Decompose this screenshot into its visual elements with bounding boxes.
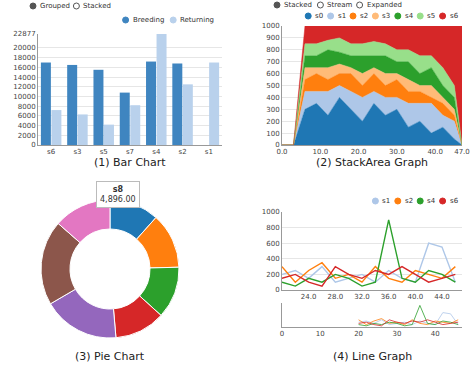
svg-text:0: 0 bbox=[280, 330, 284, 338]
svg-text:30: 30 bbox=[392, 330, 401, 338]
svg-text:s2: s2 bbox=[179, 148, 187, 156]
svg-text:s6: s6 bbox=[47, 148, 56, 156]
svg-text:0: 0 bbox=[31, 141, 35, 149]
svg-text:100: 100 bbox=[266, 130, 279, 138]
svg-text:s3: s3 bbox=[382, 12, 390, 20]
svg-text:8000: 8000 bbox=[18, 103, 36, 111]
svg-text:s1: s1 bbox=[338, 12, 346, 20]
svg-text:40: 40 bbox=[431, 330, 440, 338]
svg-text:900: 900 bbox=[266, 34, 279, 42]
svg-text:36.0: 36.0 bbox=[381, 293, 397, 301]
svg-text:300: 300 bbox=[266, 106, 279, 114]
svg-text:600: 600 bbox=[266, 70, 279, 78]
svg-text:47.0: 47.0 bbox=[454, 148, 470, 156]
svg-text:s5: s5 bbox=[100, 148, 108, 156]
svg-text:s2: s2 bbox=[405, 197, 413, 205]
svg-text:1000: 1000 bbox=[262, 22, 280, 30]
svg-text:400: 400 bbox=[266, 94, 279, 102]
svg-text:s1: s1 bbox=[205, 148, 213, 156]
svg-text:s4: s4 bbox=[427, 197, 436, 205]
svg-text:s6: s6 bbox=[450, 12, 459, 20]
svg-text:20: 20 bbox=[354, 330, 363, 338]
svg-text:6000: 6000 bbox=[18, 112, 36, 120]
svg-text:(4) Line Graph: (4) Line Graph bbox=[333, 350, 412, 363]
svg-text:Expanded: Expanded bbox=[367, 1, 402, 9]
svg-text:12000: 12000 bbox=[13, 83, 35, 91]
svg-text:0.0: 0.0 bbox=[276, 148, 287, 156]
svg-text:40.0: 40.0 bbox=[408, 293, 424, 301]
svg-text:44.0: 44.0 bbox=[434, 293, 450, 301]
svg-text:500: 500 bbox=[266, 82, 279, 90]
svg-text:20000: 20000 bbox=[13, 44, 35, 52]
svg-text:s4: s4 bbox=[152, 148, 161, 156]
svg-text:22877: 22877 bbox=[13, 30, 35, 38]
svg-text:s3: s3 bbox=[73, 148, 81, 156]
svg-text:30.0: 30.0 bbox=[389, 148, 405, 156]
svg-text:Stacked: Stacked bbox=[83, 2, 111, 10]
svg-text:s0: s0 bbox=[315, 12, 323, 20]
svg-text:s1: s1 bbox=[382, 197, 390, 205]
svg-text:s5: s5 bbox=[427, 12, 435, 20]
svg-text:Stacked: Stacked bbox=[284, 1, 312, 9]
svg-text:2000: 2000 bbox=[18, 132, 36, 140]
svg-text:10: 10 bbox=[316, 330, 325, 338]
svg-text:10000: 10000 bbox=[13, 93, 35, 101]
svg-text:10.0: 10.0 bbox=[313, 148, 329, 156]
svg-text:s84,896.00: s84,896.00 bbox=[100, 185, 136, 204]
svg-text:18000: 18000 bbox=[13, 54, 35, 62]
svg-text:0: 0 bbox=[275, 286, 279, 294]
svg-text:s6: s6 bbox=[450, 197, 459, 205]
svg-text:0: 0 bbox=[275, 141, 279, 149]
svg-text:16000: 16000 bbox=[13, 64, 35, 72]
svg-text:200: 200 bbox=[266, 118, 279, 126]
svg-text:(3) Pie Chart: (3) Pie Chart bbox=[75, 350, 145, 363]
svg-text:200: 200 bbox=[266, 271, 279, 279]
svg-text:14000: 14000 bbox=[13, 74, 35, 82]
svg-text:Breeding: Breeding bbox=[133, 16, 164, 24]
svg-text:s4: s4 bbox=[405, 12, 414, 20]
svg-text:1000: 1000 bbox=[262, 208, 280, 216]
svg-text:800: 800 bbox=[266, 46, 279, 54]
svg-text:Grouped: Grouped bbox=[40, 2, 70, 10]
svg-text:800: 800 bbox=[266, 224, 279, 232]
svg-text:400: 400 bbox=[266, 255, 279, 263]
svg-text:28.0: 28.0 bbox=[328, 293, 344, 301]
svg-text:4000: 4000 bbox=[18, 122, 36, 130]
svg-text:(1) Bar Chart: (1) Bar Chart bbox=[94, 156, 166, 169]
svg-text:s7: s7 bbox=[126, 148, 134, 156]
svg-text:600: 600 bbox=[266, 240, 279, 248]
svg-text:20.0: 20.0 bbox=[351, 148, 367, 156]
svg-text:700: 700 bbox=[266, 58, 279, 66]
svg-text:Returning: Returning bbox=[180, 16, 214, 24]
svg-text:(2) StackArea Graph: (2) StackArea Graph bbox=[316, 156, 428, 169]
svg-text:32.0: 32.0 bbox=[354, 293, 370, 301]
svg-text:24.0: 24.0 bbox=[301, 293, 317, 301]
svg-text:s2: s2 bbox=[360, 12, 368, 20]
svg-text:40.0: 40.0 bbox=[427, 148, 443, 156]
svg-text:Stream: Stream bbox=[327, 1, 353, 9]
